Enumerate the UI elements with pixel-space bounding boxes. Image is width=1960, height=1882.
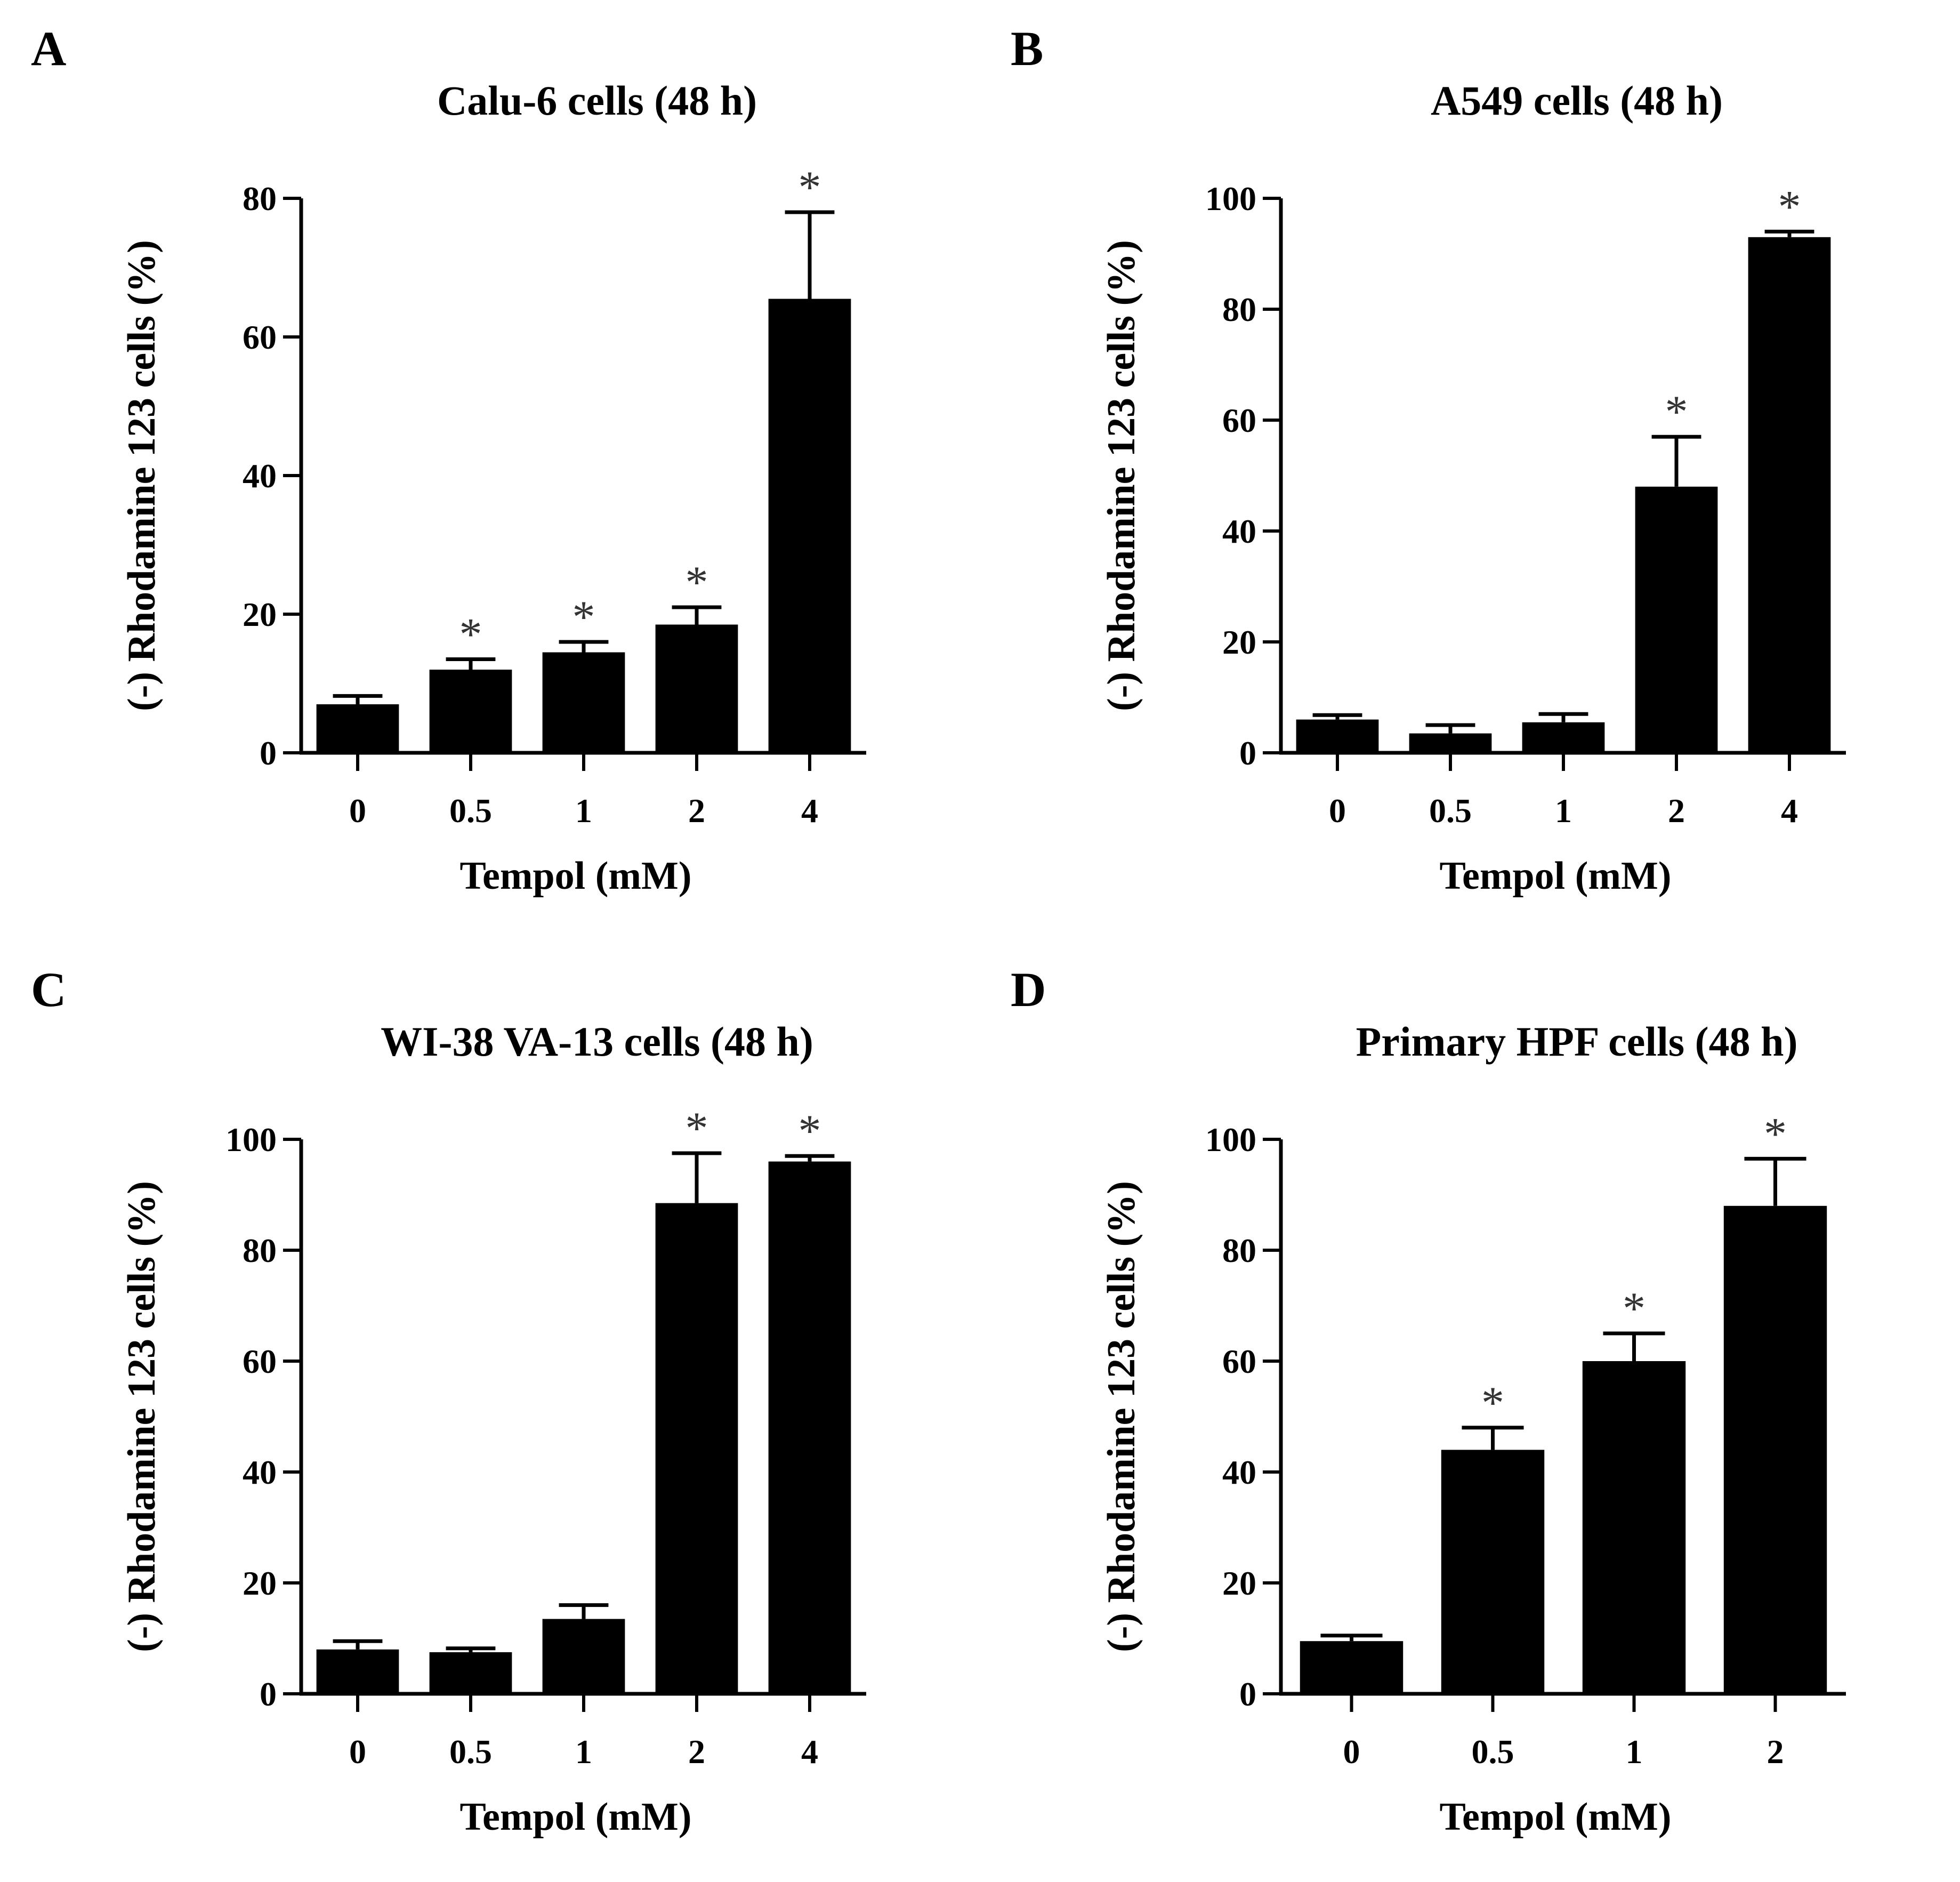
significance-star: * [1623,1283,1646,1334]
panel-letter: D [1011,962,1046,1017]
x-axis-label: Tempol (mM) [459,854,691,898]
bar [1748,237,1831,753]
bar [542,1619,625,1694]
y-tick-label: 60 [243,318,277,356]
bar [1441,1450,1545,1694]
bar [1723,1205,1827,1694]
y-tick-label: 20 [1222,623,1256,661]
significance-star: * [459,609,482,660]
x-tick-label: 1 [1555,792,1572,830]
y-tick-label: 40 [243,1453,277,1491]
y-tick-label: 60 [1222,401,1256,439]
panel-letter: A [31,21,66,76]
y-tick-label: 80 [1222,291,1256,328]
bar [316,704,399,753]
chart-title: Calu-6 cells (48 h) [437,77,757,124]
y-tick-label: 80 [243,1232,277,1269]
significance-star: * [1764,1108,1787,1159]
x-tick-label: 0.5 [449,792,492,830]
panel-letter: B [1011,21,1043,76]
y-tick-label: 60 [243,1342,277,1380]
bar [1635,486,1718,753]
y-tick-label: 60 [1222,1342,1256,1380]
x-axis-label: Tempol (mM) [459,1795,691,1839]
bar [316,1649,399,1694]
bar [1409,733,1492,753]
significance-star: * [1665,386,1688,437]
y-tick-label: 40 [243,457,277,495]
bar [1296,719,1379,753]
bar [429,1652,512,1694]
y-tick-label: 80 [243,180,277,218]
x-tick-label: 2 [1767,1733,1784,1771]
y-tick-label: 0 [1239,734,1256,772]
y-tick-label: 20 [1222,1564,1256,1602]
y-axis-label: (-) Rhodamine 123 cells (%) [120,240,164,711]
x-tick-label: 0 [349,792,366,830]
x-tick-label: 0 [1329,792,1346,830]
significance-star: * [1778,181,1801,232]
significance-star: * [572,591,595,642]
chart-title: A549 cells (48 h) [1431,77,1723,124]
bar [1300,1641,1404,1694]
y-tick-label: 0 [1239,1675,1256,1713]
x-tick-label: 2 [1668,792,1685,830]
x-tick-label: 0 [349,1733,366,1771]
x-tick-label: 4 [1781,792,1798,830]
bar [542,652,625,753]
x-tick-label: 1 [575,1733,592,1771]
significance-star: * [798,1105,821,1156]
x-axis-label: Tempol (mM) [1439,854,1671,898]
bar [655,1203,738,1694]
bar [429,670,512,753]
y-tick-label: 40 [1222,512,1256,550]
y-tick-label: 100 [1205,180,1256,218]
y-tick-label: 100 [225,1121,277,1159]
y-axis-label: (-) Rhodamine 123 cells (%) [1100,1181,1143,1652]
y-axis-label: (-) Rhodamine 123 cells (%) [120,1181,164,1652]
x-tick-label: 0.5 [1472,1733,1514,1771]
y-tick-label: 0 [260,1675,277,1713]
bar [655,624,738,753]
chart-panel-c: C WI-38 VA-13 cells (48 h) 0 20 40 60 80 100 (-)… [0,941,980,1882]
y-tick-label: 0 [260,734,277,772]
y-tick-label: 80 [1222,1232,1256,1269]
chart-svg: CWI-38 VA-13 cells (48 h)020406080100(-)… [31,962,866,1839]
bar [768,299,851,753]
x-tick-label: 4 [801,1733,818,1771]
chart-title: WI-38 VA-13 cells (48 h) [381,1018,813,1065]
x-axis-label: Tempol (mM) [1439,1795,1671,1839]
bar [768,1161,851,1694]
y-tick-label: 100 [1205,1121,1256,1159]
y-axis-label: (-) Rhodamine 123 cells (%) [1100,240,1143,711]
x-tick-label: 0 [1343,1733,1360,1771]
x-tick-label: 2 [688,792,705,830]
x-tick-label: 2 [688,1733,705,1771]
chart-panel-b: B A549 cells (48 h) 0 20 40 60 80 100 (-) Rhodam… [980,0,1959,941]
chart-panel-a: A Calu-6 cells (48 h) 0 20 40 60 80 (-) Rhodami… [0,0,980,941]
x-tick-label: 0.5 [1429,792,1472,830]
significance-star: * [685,557,708,608]
significance-star: * [798,162,821,213]
x-tick-label: 4 [801,792,818,830]
x-tick-label: 1 [575,792,592,830]
y-tick-label: 20 [243,596,277,633]
chart-title: Primary HPF cells (48 h) [1356,1018,1798,1065]
bar [1522,722,1605,753]
chart-panel-d: D Primary HPF cells (48 h) 0 20 40 60 80 100 (-)… [980,941,1959,1882]
panel-letter: C [31,962,66,1017]
bar [1582,1361,1686,1694]
y-tick-label: 20 [243,1564,277,1602]
significance-star: * [685,1103,708,1154]
x-tick-label: 1 [1626,1733,1643,1771]
significance-star: * [1481,1377,1504,1428]
y-tick-label: 40 [1222,1453,1256,1491]
x-tick-label: 0.5 [449,1733,492,1771]
